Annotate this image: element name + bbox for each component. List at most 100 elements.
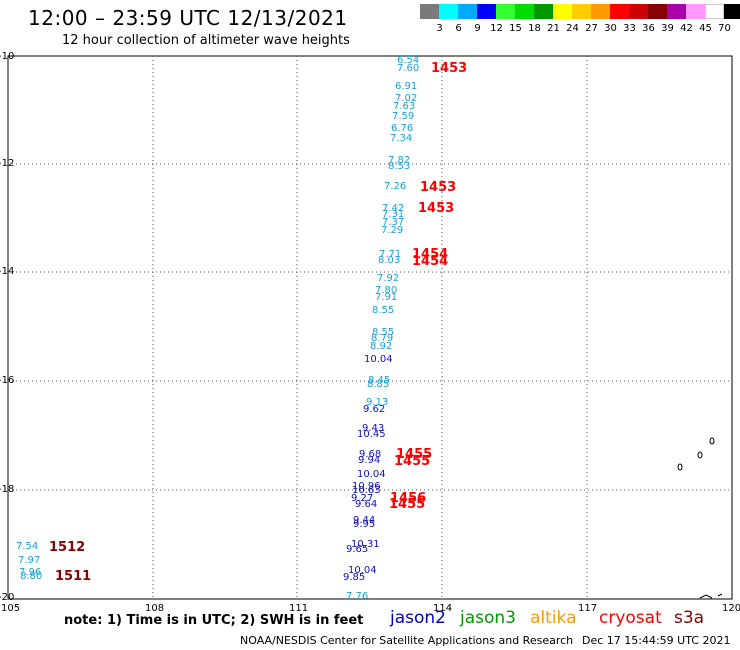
colorbar-swatch — [724, 4, 740, 19]
colorbar-label: 21 — [547, 23, 560, 34]
swh-label: 10.63 — [352, 485, 381, 496]
lon-label: 120 — [722, 603, 740, 614]
colorbar-swatch — [515, 4, 534, 19]
swh-label: 7.31 — [382, 209, 405, 220]
colorbar-label: 18 — [528, 23, 541, 34]
swh-label: 7.59 — [392, 111, 415, 122]
colorbar-swatch — [572, 4, 591, 19]
colorbar-label: 12 — [490, 23, 503, 34]
legend-altika: altika — [530, 608, 577, 628]
pass-time-label: 1455 — [389, 497, 426, 512]
colorbar-swatch — [420, 4, 439, 19]
swh-label: 6.54 — [397, 55, 420, 66]
legend-s3a: s3a — [674, 608, 705, 628]
swh-label: 9.94 — [358, 455, 381, 466]
colorbar-swatch — [705, 4, 724, 19]
swh-label: 10.04 — [348, 565, 377, 576]
pass-time-label: 1453 — [431, 61, 468, 76]
colorbar-label: 70 — [718, 23, 731, 34]
lon-label: 108 — [145, 603, 165, 614]
island-5 — [717, 593, 723, 597]
lon-label: 114 — [433, 603, 453, 614]
swh-label: 8.79 — [371, 333, 394, 344]
colorbar-label: 39 — [661, 23, 674, 34]
pass-time-label: 1454 — [412, 247, 449, 262]
swh-label: 10.04 — [364, 354, 393, 365]
swh-label: 7.97 — [18, 555, 41, 566]
colorbar-swatch — [667, 4, 686, 19]
colorbar-label: 24 — [566, 23, 579, 34]
colorbar-swatch — [477, 4, 496, 19]
grid-lines — [8, 56, 732, 599]
swh-label: 9.44 — [353, 515, 376, 526]
pass-time-label: 1455 — [396, 447, 433, 462]
colorbar-label: 27 — [585, 23, 598, 34]
colorbar-units: (ft) — [736, 23, 740, 34]
island-2 — [697, 451, 703, 459]
swh-label: 7.54 — [16, 541, 39, 552]
pass-time-label: 1511 — [55, 569, 92, 584]
swh-label: 7.92 — [377, 273, 400, 284]
swh-label: 9.95 — [353, 519, 376, 530]
footer-note: note: 1) Time is in UTC; 2) SWH is in fe… — [64, 613, 364, 628]
swh-label: 8.80 — [20, 571, 43, 582]
pass-time-label: 1453 — [418, 201, 455, 216]
swh-label: 9.43 — [362, 423, 385, 434]
lon-label: 111 — [289, 603, 309, 614]
colorbar-swatch — [553, 4, 572, 19]
pass-time-label: 1453 — [420, 180, 457, 195]
legend-jason3: jason3 — [460, 608, 516, 628]
swh-label: 8.85 — [367, 379, 390, 390]
lat-label: -16 — [0, 375, 15, 386]
swh-label: 7.26 — [384, 181, 407, 192]
swh-label: 7.60 — [397, 63, 420, 74]
colorbar-label: 33 — [623, 23, 636, 34]
colorbar-swatch — [610, 4, 629, 19]
generated-timestamp: Dec 17 15:44:59 UTC 2021 — [582, 634, 731, 647]
lat-label: -18 — [0, 484, 15, 495]
colorbar-label: 30 — [604, 23, 617, 34]
swh-label: 9.68 — [359, 449, 382, 460]
swh-label: 10.96 — [352, 481, 381, 492]
island-4 — [699, 594, 713, 599]
swh-label: 8.55 — [372, 327, 395, 338]
credit-line: NOAA/NESDIS Center for Satellite Applica… — [240, 634, 574, 647]
colorbar-label: 42 — [680, 23, 693, 34]
pass-time-label: 1456 — [390, 491, 427, 506]
swh-label: 6.91 — [395, 81, 418, 92]
swh-label: 7.82 — [388, 155, 411, 166]
colorbar-swatch — [496, 4, 515, 19]
legend-jason2: jason2 — [390, 608, 446, 628]
pass-time-label: 1455 — [394, 454, 431, 469]
colorbar-swatch — [629, 4, 648, 19]
swh-label: 7.91 — [375, 292, 398, 303]
map-border — [7, 55, 733, 600]
lon-label: 105 — [1, 603, 21, 614]
page-subtitle: 12 hour collection of altimeter wave hei… — [62, 33, 350, 48]
swh-label: 7.02 — [395, 93, 418, 104]
swh-label: 8.45 — [368, 375, 391, 386]
colorbar-label: 3 — [436, 23, 443, 34]
swh-label: 7.29 — [381, 225, 404, 236]
swh-label: 8.53 — [388, 161, 411, 172]
colorbar-label: 36 — [642, 23, 655, 34]
swh-label: 10.45 — [357, 429, 386, 440]
swh-label: 8.03 — [378, 255, 401, 266]
swh-label: 7.76 — [346, 591, 369, 602]
lat-label: -12 — [0, 158, 15, 169]
swh-label: 9.64 — [355, 499, 378, 510]
legend-cryosat: cryosat — [599, 608, 662, 628]
swh-label: 9.62 — [363, 404, 386, 415]
lat-label: -10 — [0, 51, 15, 62]
swh-label: 8.55 — [372, 305, 395, 316]
swh-label: 9.27 — [351, 493, 374, 504]
island-1 — [709, 437, 715, 445]
island-shapes — [677, 437, 723, 599]
swh-label: 7.34 — [390, 133, 413, 144]
swh-label: 7.42 — [382, 203, 405, 214]
swh-label: 7.71 — [379, 249, 402, 260]
page-title: 12:00 – 23:59 UTC 12/13/2021 — [28, 6, 348, 30]
colorbar-swatch — [534, 4, 553, 19]
colorbar-swatch — [458, 4, 477, 19]
